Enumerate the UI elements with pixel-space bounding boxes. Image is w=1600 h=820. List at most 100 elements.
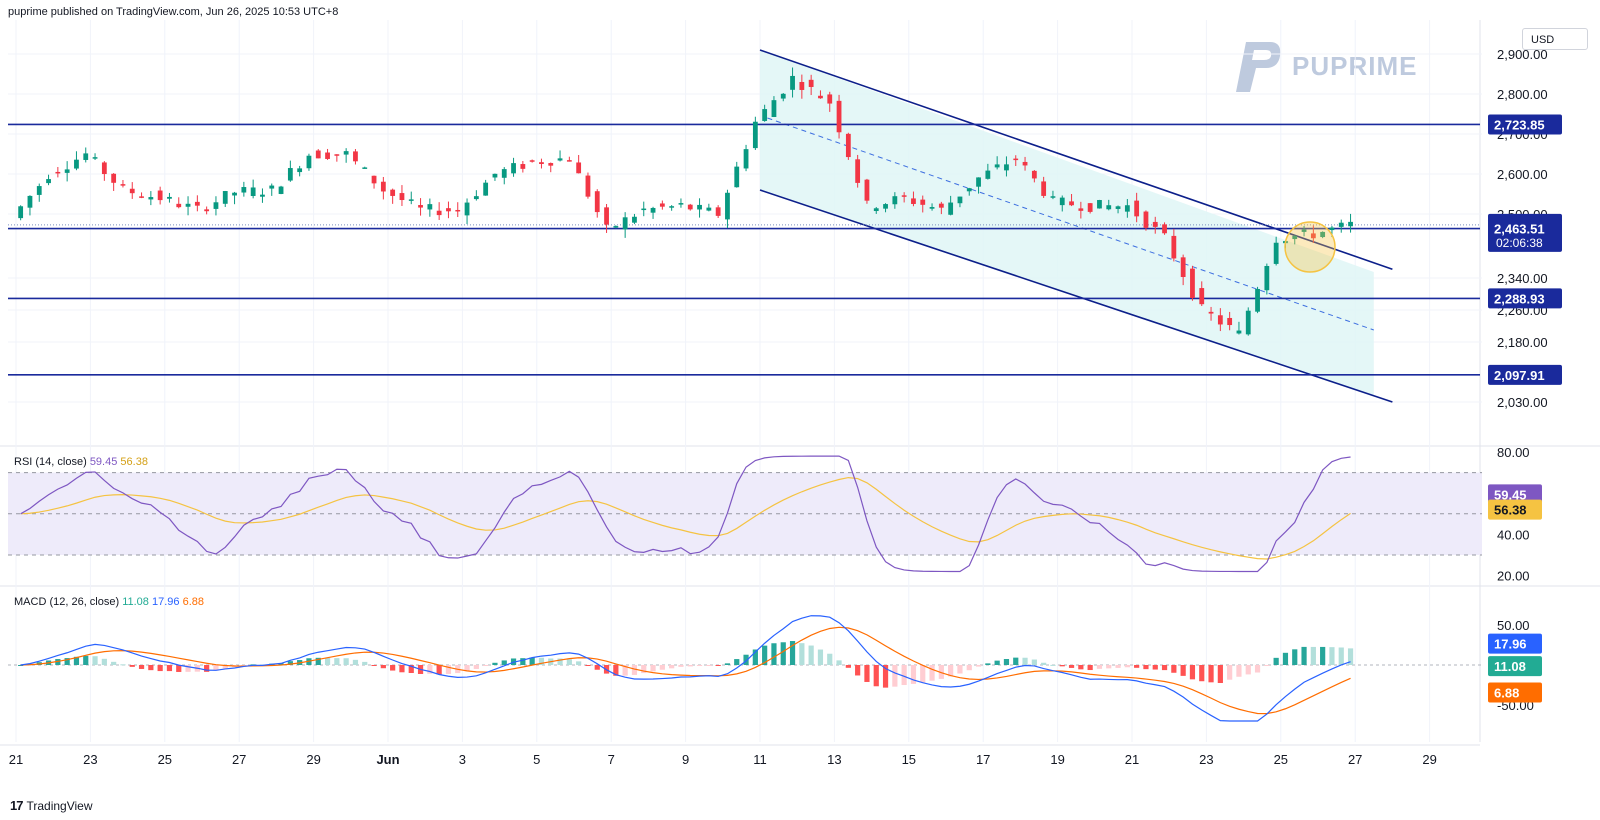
- candle-body: [1320, 231, 1326, 238]
- candle-body: [1004, 164, 1009, 171]
- breakout-highlight: [1284, 221, 1336, 273]
- macd-hist-bar: [538, 657, 545, 665]
- macd-hist-bar: [1273, 657, 1279, 665]
- macd-hist-bar: [501, 660, 507, 665]
- candle-body: [315, 150, 321, 159]
- candle-body: [1245, 310, 1251, 335]
- macd-hist-bar: [148, 665, 154, 671]
- candle-body: [911, 198, 916, 204]
- channel-mid-line: [767, 117, 1374, 331]
- macd-hist-bar: [948, 665, 954, 677]
- macd-hist-bar: [985, 663, 991, 665]
- price-tick-label: 2,600.00: [1497, 167, 1548, 182]
- candle-body: [920, 199, 926, 205]
- candle-body: [1152, 221, 1158, 227]
- macd-hist-bar: [827, 653, 833, 665]
- price-tag-text: 2,097.91: [1494, 368, 1545, 383]
- candle-body: [511, 163, 516, 174]
- candle-body: [204, 209, 210, 212]
- candle-body: [938, 203, 944, 208]
- candle-body: [232, 192, 237, 196]
- macd-hist-bar: [706, 665, 712, 666]
- macd-hist-bar: [287, 661, 293, 665]
- candle-body: [18, 206, 24, 219]
- macd-hist-bar: [278, 663, 284, 665]
- candle-body: [1022, 161, 1028, 166]
- candle-body: [818, 95, 823, 99]
- macd-hist-bar: [994, 660, 1000, 665]
- macd-hist-bar: [1115, 665, 1121, 668]
- time-tick-label: 3: [459, 752, 466, 767]
- macd-hist-bar: [957, 665, 963, 674]
- price-tick-label: 2,340.00: [1497, 271, 1548, 286]
- candle-body: [520, 164, 526, 169]
- macd-hist-bar: [138, 665, 145, 669]
- currency-selector[interactable]: USD: [1522, 28, 1588, 50]
- candle-body: [836, 100, 842, 133]
- candle-body: [148, 197, 154, 200]
- price-tag-bg: [1488, 218, 1562, 239]
- candle-body: [966, 188, 972, 192]
- candle-body: [473, 196, 479, 200]
- candle-body: [241, 187, 247, 193]
- macd-hist-bar: [1310, 646, 1316, 665]
- macd-hist-bar: [808, 645, 814, 665]
- macd-hist-bar: [1022, 657, 1028, 665]
- candle-body: [343, 151, 349, 155]
- candle-body: [455, 209, 461, 212]
- macd-hist-bar: [427, 665, 433, 674]
- time-tick-label: 25: [1274, 752, 1288, 767]
- macd-hist-bar: [399, 665, 405, 673]
- candle-body: [260, 194, 265, 197]
- candle-body: [64, 169, 70, 173]
- rsi-title: RSI (14, close) 59.45 56.38: [14, 456, 148, 468]
- watermark-text: PUPRIME: [1292, 50, 1418, 81]
- price-tag-text: 2,463.51: [1494, 222, 1545, 237]
- candle-body: [1199, 288, 1205, 305]
- candle-body: [194, 201, 200, 206]
- candle-body: [1124, 205, 1130, 212]
- candle-body: [557, 158, 563, 161]
- macd-hist-bar: [436, 665, 442, 675]
- macd-hist-bar: [1282, 652, 1289, 665]
- macd-hist-bar: [64, 658, 70, 665]
- candle-body: [1348, 221, 1353, 227]
- macd-hist-bar: [799, 643, 805, 665]
- macd-hist-bar: [855, 665, 861, 676]
- macd-hist-bar: [1217, 665, 1223, 684]
- time-tick-label: 29: [306, 752, 320, 767]
- macd-hist-bar: [1227, 665, 1233, 680]
- macd-hist-bar: [362, 661, 368, 665]
- candle-body: [864, 179, 870, 201]
- tradingview-brand: TradingView: [26, 798, 93, 813]
- macd-tag-bg: [1488, 682, 1542, 703]
- macd-hist-bar: [1031, 659, 1037, 665]
- macd-pane: MACD (12, 26, close) 11.08 17.96 6.88: [8, 596, 1482, 722]
- time-tick-label: 23: [83, 752, 97, 767]
- candle-body: [222, 191, 228, 204]
- macd-hist-bar: [1301, 646, 1307, 665]
- candle-body: [1171, 235, 1177, 259]
- candle-body: [1264, 265, 1270, 291]
- macd-hist-bar: [938, 665, 944, 679]
- macd-hist-bar: [1264, 665, 1270, 666]
- rsi-pane: RSI (14, close) 59.45 56.38: [8, 455, 1482, 573]
- macd-hist-bar: [1068, 665, 1075, 668]
- candle-body: [650, 207, 656, 213]
- candle-body: [306, 155, 312, 169]
- macd-hist-bar: [557, 658, 563, 665]
- macd-hist-bar: [873, 665, 879, 687]
- time-tick-label: 23: [1199, 752, 1213, 767]
- candle-body: [706, 207, 712, 211]
- macd-hist-bar: [1320, 646, 1326, 665]
- macd-hist-bar: [1041, 662, 1047, 665]
- candle-body: [957, 196, 963, 204]
- time-tick-label: 21: [9, 752, 23, 767]
- candle-body: [185, 203, 191, 207]
- candle-body: [687, 204, 693, 210]
- candle-body: [1208, 311, 1214, 314]
- macd-hist-bar: [1134, 665, 1140, 668]
- price-tick-label: 2,030.00: [1497, 395, 1548, 410]
- candle-body: [790, 75, 795, 90]
